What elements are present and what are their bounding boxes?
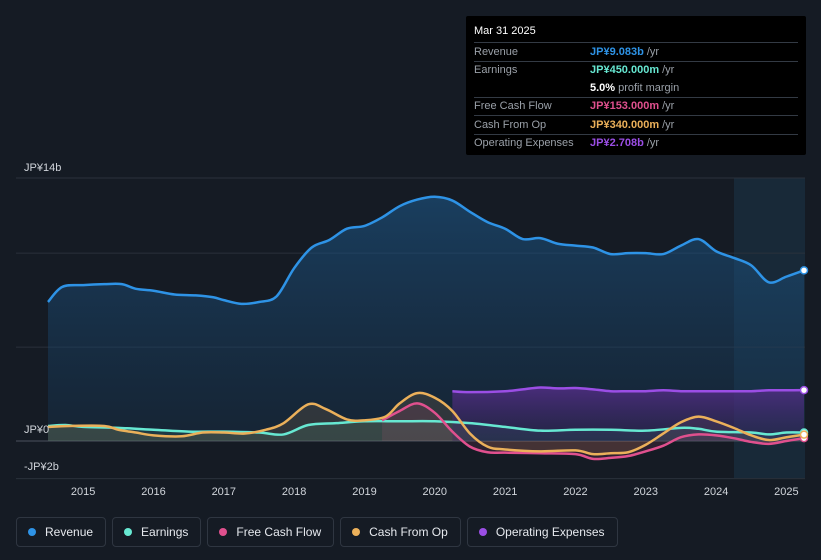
operating-expenses-area [452,387,804,441]
tooltip-row-unit: /yr [662,100,675,113]
legend-dot-icon [28,528,36,536]
tooltip-rows: Revenue JP¥9.083b/yr Earnings JP¥450.000m/y… [474,42,798,152]
legend-item-revenue[interactable]: Revenue [16,517,107,547]
x-tick-label: 2015 [71,486,95,498]
x-tick-label: 2021 [493,486,517,498]
free-cash-flow-area [382,403,804,460]
legend-label: Cash From Op [369,525,448,539]
cash-from-op-area [48,392,804,455]
tooltip-row-label: Revenue [474,45,519,58]
cash-from-op-line [47,391,805,456]
legend-label: Earnings [141,525,189,539]
revenue-endpoint [799,266,809,275]
legend-dot-icon [124,528,133,536]
series-lines [47,195,805,461]
x-axis-ticks: 2015 2016 2017 2018 2019 2020 2021 2022 2023 2024… [71,486,799,498]
tooltip-row-value: JP¥2.708b [590,137,644,150]
x-tick-label: 2019 [352,486,376,498]
tooltip-row: Operating Expenses JP¥2.708b/yr [474,133,798,153]
tooltip-row: Revenue JP¥9.083b/yr [474,42,798,61]
legend-label: Revenue [45,525,94,539]
x-tick-label: 2025 [774,486,798,498]
tooltip-row-value: JP¥450.000m [590,64,660,77]
tooltip-row-value: JP¥9.083b [590,45,644,58]
tooltip-row-unit: profit margin [618,81,680,94]
legend-dot-icon [352,528,361,536]
y-axis-top-label: JP¥14b [24,162,61,174]
operating-expenses-endpoint [799,385,809,395]
x-tick-label: 2020 [423,486,447,498]
tooltip-row-label: Free Cash Flow [474,100,552,113]
x-tick-label: 2017 [212,486,236,498]
legend-label: Operating Expenses [495,525,605,539]
tooltip-row-label: Operating Expenses [474,137,574,150]
x-tick-label: 2016 [141,486,165,498]
tooltip-panel: Mar 31 2025 Revenue JP¥9.083b/yr Earnings J… [466,16,806,155]
series-endpoints [799,266,809,443]
tooltip-row-unit: /yr [662,64,675,77]
revenue-line [47,195,805,306]
series-areas [48,196,804,460]
legend-item-operating-expenses[interactable]: Operating Expenses [466,517,618,547]
tooltip-row-value: JP¥153.000m [590,100,660,113]
free-cash-flow-line [381,402,805,461]
earnings-line [47,419,805,436]
revenue-area [48,196,804,441]
legend-dot-icon [478,528,487,536]
x-tick-label: 2018 [282,486,306,498]
legend-item-earnings[interactable]: Earnings [112,517,202,547]
tooltip-row: 5.0% profit margin [474,79,798,97]
operating-expenses-line [452,386,805,394]
x-tick-label: 2022 [563,486,587,498]
tooltip-row-unit: /yr [646,137,660,150]
tooltip-row-value: JP¥340.000m [590,118,660,131]
x-tick-label: 2023 [634,486,658,498]
tooltip-row: Cash From Op JP¥340.000m/yr [474,115,798,134]
y-axis-bottom-label: -JP¥2b [24,461,59,473]
cash-from-op-endpoint [799,430,809,439]
tooltip-row-value: 5.0% [590,81,616,94]
legend-item-cash-from-op[interactable]: Cash From Op [340,517,461,547]
legend: Revenue Earnings Free Cash Flow Cash From O… [16,517,618,549]
legend-item-free-cash-flow[interactable]: Free Cash Flow [207,517,335,547]
x-tick-label: 2024 [704,486,728,498]
tooltip-row: Earnings JP¥450.000m/yr [474,60,798,80]
legend-dot-icon [219,528,228,536]
y-axis-zero-label: JP¥0 [24,424,49,436]
tooltip-row-unit: /yr [662,118,675,131]
tooltip-row: Free Cash Flow JP¥153.000m/yr [474,96,798,116]
tooltip-row-label: Cash From Op [474,118,547,131]
tooltip-row-unit: /yr [646,45,660,58]
tooltip-date: Mar 31 2025 [474,25,536,37]
tooltip-row-label: Earnings [474,64,518,77]
legend-label: Free Cash Flow [236,525,322,539]
